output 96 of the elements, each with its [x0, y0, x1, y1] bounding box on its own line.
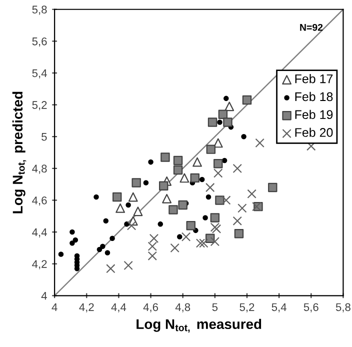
point [214, 159, 223, 168]
point [247, 189, 256, 198]
point [112, 192, 122, 202]
y-tick-label: 5,2 [32, 101, 47, 110]
point [173, 165, 183, 175]
y-tick-label: 5,4 [32, 69, 47, 78]
point [190, 173, 200, 183]
annotation: N=92 [300, 24, 323, 31]
x-tick-label: 5 [212, 303, 218, 312]
point [224, 102, 234, 112]
point [206, 144, 216, 154]
point [103, 218, 109, 224]
point [158, 181, 168, 191]
x-tick-label: 4,4 [111, 303, 126, 312]
point [268, 182, 278, 192]
x-tick-label: 5,8 [336, 303, 350, 312]
point [124, 221, 130, 227]
point [143, 180, 149, 186]
point [238, 204, 247, 213]
point [255, 138, 264, 148]
point [148, 242, 157, 251]
x-tick-label: 5,6 [304, 303, 318, 312]
legend-label: Feb 18 [295, 92, 333, 102]
point [199, 238, 208, 248]
point [149, 234, 159, 243]
x-tick-label: 4,2 [79, 303, 94, 312]
point [126, 202, 131, 208]
point [206, 194, 212, 200]
y-tick-label: 5,8 [32, 6, 47, 15]
point [186, 221, 196, 230]
point [234, 229, 244, 238]
point [104, 250, 110, 256]
point [196, 238, 206, 248]
point [214, 168, 223, 178]
point [218, 110, 228, 119]
point [96, 246, 102, 252]
x-tick-label: 4,8 [175, 303, 190, 312]
point [202, 215, 208, 220]
point [242, 95, 252, 105]
point [210, 213, 220, 222]
x-tick-label: 5,4 [272, 303, 286, 312]
point [199, 176, 205, 182]
point [224, 96, 229, 102]
point [168, 205, 178, 214]
point [94, 194, 99, 200]
point [217, 120, 222, 125]
point [178, 200, 188, 210]
point [116, 203, 126, 213]
point [180, 173, 190, 183]
y-tick-label: 4,8 [32, 164, 47, 174]
point [72, 237, 78, 243]
point [170, 243, 180, 253]
point [241, 134, 246, 140]
point [206, 182, 215, 192]
point [162, 194, 172, 204]
x-axis-title: Log N$_{tot,}$ measured [136, 318, 262, 333]
legend-label: Feb 17 [295, 74, 333, 84]
point [181, 232, 191, 242]
point [215, 196, 224, 205]
point [100, 244, 106, 249]
point [58, 252, 64, 257]
y-tick-label: 5 [42, 132, 47, 141]
point [70, 229, 75, 235]
y-tick-label: 4 [41, 292, 47, 300]
y-tick-label: 4,2 [32, 260, 47, 270]
point [128, 192, 138, 202]
point [210, 236, 220, 246]
point [160, 152, 170, 162]
point [126, 221, 136, 230]
point [133, 206, 143, 216]
x-tick-label: 5,2 [240, 303, 254, 312]
x-tick-label: 4 [52, 303, 58, 311]
y-axis-title: Log N$_{tot,}$ predicted [12, 92, 26, 214]
point [232, 216, 242, 226]
point [106, 264, 116, 274]
point [232, 164, 242, 174]
point [124, 260, 133, 270]
point [223, 118, 232, 127]
point [177, 234, 182, 240]
point [70, 240, 75, 246]
point [222, 158, 228, 164]
legend-label: Feb 20 [295, 128, 333, 137]
point [148, 159, 154, 165]
point [192, 157, 202, 167]
point [148, 251, 157, 260]
point [110, 236, 115, 242]
point [222, 196, 231, 205]
point [158, 221, 164, 227]
y-tick-label: 4,4 [32, 228, 47, 238]
y-tick-label: 4,6 [32, 196, 47, 206]
legend-label: Feb 19 [295, 110, 333, 120]
y-tick-label: 5,6 [32, 37, 47, 47]
x-tick-label: 4,6 [143, 303, 158, 312]
point [132, 178, 141, 188]
point [173, 156, 183, 166]
point [208, 118, 218, 127]
